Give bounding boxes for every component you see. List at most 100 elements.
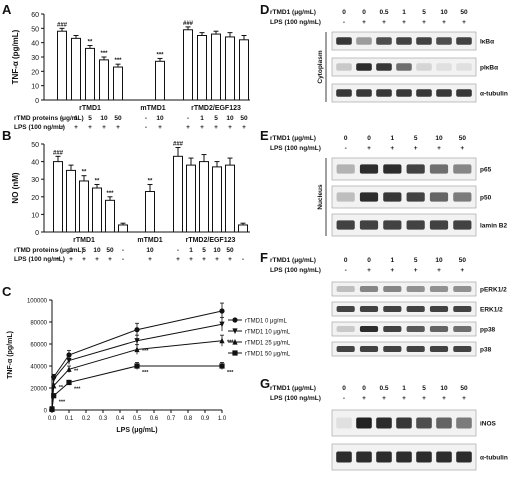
lps-label: + <box>82 256 86 263</box>
lane-dose-label: 5 <box>422 385 426 392</box>
y-axis-label: NO (nM) <box>11 172 20 203</box>
lane-dose-label: 10 <box>440 9 448 16</box>
x-tick-label: 0.5 <box>133 416 142 422</box>
blot-band <box>429 326 449 332</box>
lane-dose-label: 10 <box>440 385 448 392</box>
data-point <box>219 363 225 369</box>
significance-label: ** <box>88 40 93 46</box>
group-label: rTMD2/EGF123 <box>191 105 241 112</box>
dose-label: 50 <box>114 115 122 122</box>
dose-label: - <box>61 115 63 122</box>
dose-label: - <box>177 247 179 254</box>
blot-band <box>416 417 432 429</box>
x-tick-label: 0.6 <box>150 416 159 422</box>
blot-band <box>453 220 472 230</box>
panel-letter-d: D <box>260 2 269 17</box>
lane-dose-label: 0 <box>342 9 346 16</box>
lane-lps-label: + <box>414 145 418 152</box>
blot-strip <box>331 185 477 209</box>
dose-label: 10 <box>93 247 101 254</box>
y-tick-label: 80000 <box>30 321 47 327</box>
blot-row-label: p50 <box>480 195 492 202</box>
blot-band <box>336 306 355 312</box>
lps-label: - <box>122 256 124 263</box>
lps-header: LPS (100 ng/mL) <box>270 267 321 274</box>
significance-label: *** <box>106 191 114 197</box>
row-label-dose: rTMD proteins (μg/mL) <box>14 247 84 254</box>
y-tick-label: 20 <box>31 195 39 202</box>
lane-dose-label: 10 <box>435 135 443 142</box>
legend-label: rTMD1 10 μg/mL <box>245 330 291 336</box>
blot-band <box>356 89 372 97</box>
lane-dose-label: 0 <box>362 9 366 16</box>
lane-dose-label: 0 <box>342 385 346 392</box>
y-tick-label: 40000 <box>30 365 47 371</box>
data-point <box>232 350 238 356</box>
lps-label: + <box>158 124 162 131</box>
blot-row-label: p65 <box>480 167 492 174</box>
blot-band <box>383 286 402 292</box>
bar <box>53 161 63 233</box>
row-label-lps: LPS (100 ng/mL) <box>14 124 65 131</box>
lps-label: + <box>116 124 120 131</box>
bar <box>92 187 102 233</box>
blot-row-label: iNOS <box>480 421 497 428</box>
blot-band <box>396 63 412 71</box>
data-point <box>219 321 225 328</box>
bar <box>212 166 222 233</box>
blot-strip <box>331 341 477 357</box>
blot-band <box>359 306 379 312</box>
significance-label: *** <box>100 51 108 57</box>
panel-letter-e: E <box>260 128 269 143</box>
lps-label: + <box>214 124 218 131</box>
lane-lps-label: + <box>442 395 446 402</box>
lps-label: + <box>95 256 99 263</box>
lane-dose-label: 0 <box>362 385 366 392</box>
bar <box>186 164 196 233</box>
data-point <box>219 337 225 344</box>
dose-label: 50 <box>106 247 114 254</box>
significance-label: ** <box>74 368 79 374</box>
bar <box>57 30 67 101</box>
data-point <box>66 379 72 386</box>
lane-dose-label: 5 <box>414 135 418 142</box>
dose-label: 5 <box>214 115 218 122</box>
lane-dose-label: 0 <box>344 135 348 142</box>
blot-band <box>336 346 355 352</box>
lane-dose-label: 50 <box>460 9 468 16</box>
lane-lps-label: + <box>390 145 394 152</box>
data-point <box>66 357 72 364</box>
lane-lps-label: + <box>390 267 394 274</box>
blot-band <box>406 192 425 202</box>
significance-label: *** <box>74 387 81 393</box>
lane-lps-label: + <box>362 19 366 26</box>
blot-band <box>376 417 392 429</box>
blot-band <box>456 417 472 429</box>
panel-letter-c: C <box>2 284 12 299</box>
blot-row-label: pERK1/2 <box>480 287 507 294</box>
blot-band <box>383 346 402 352</box>
x-tick-label: 0.7 <box>167 416 176 422</box>
blot-band <box>429 192 449 202</box>
x-tick-label: 0.4 <box>116 416 125 422</box>
y-tick-label: 40 <box>31 160 39 167</box>
lane-dose-label: 5 <box>422 9 426 16</box>
panel-letter-g: G <box>260 376 270 391</box>
dose-label: 50 <box>226 247 234 254</box>
blot-band <box>436 417 452 429</box>
lane-lps-label: + <box>367 267 371 274</box>
lps-label: - <box>145 124 147 131</box>
dose-label: 10 <box>146 247 154 254</box>
significance-label: ** <box>95 178 100 184</box>
blot-band <box>336 63 352 71</box>
blot-strip <box>331 321 477 337</box>
dose-label: - <box>122 247 124 254</box>
blot-band <box>456 89 472 97</box>
dose-header: rTMD1 (μg/mL) <box>270 9 316 16</box>
x-tick-label: 0.8 <box>184 416 193 422</box>
blot-band <box>429 286 449 292</box>
blot-band <box>356 37 372 45</box>
lane-dose-label: 1 <box>391 257 395 264</box>
lane-lps-label: + <box>402 395 406 402</box>
lane-dose-label: 1 <box>391 135 395 142</box>
